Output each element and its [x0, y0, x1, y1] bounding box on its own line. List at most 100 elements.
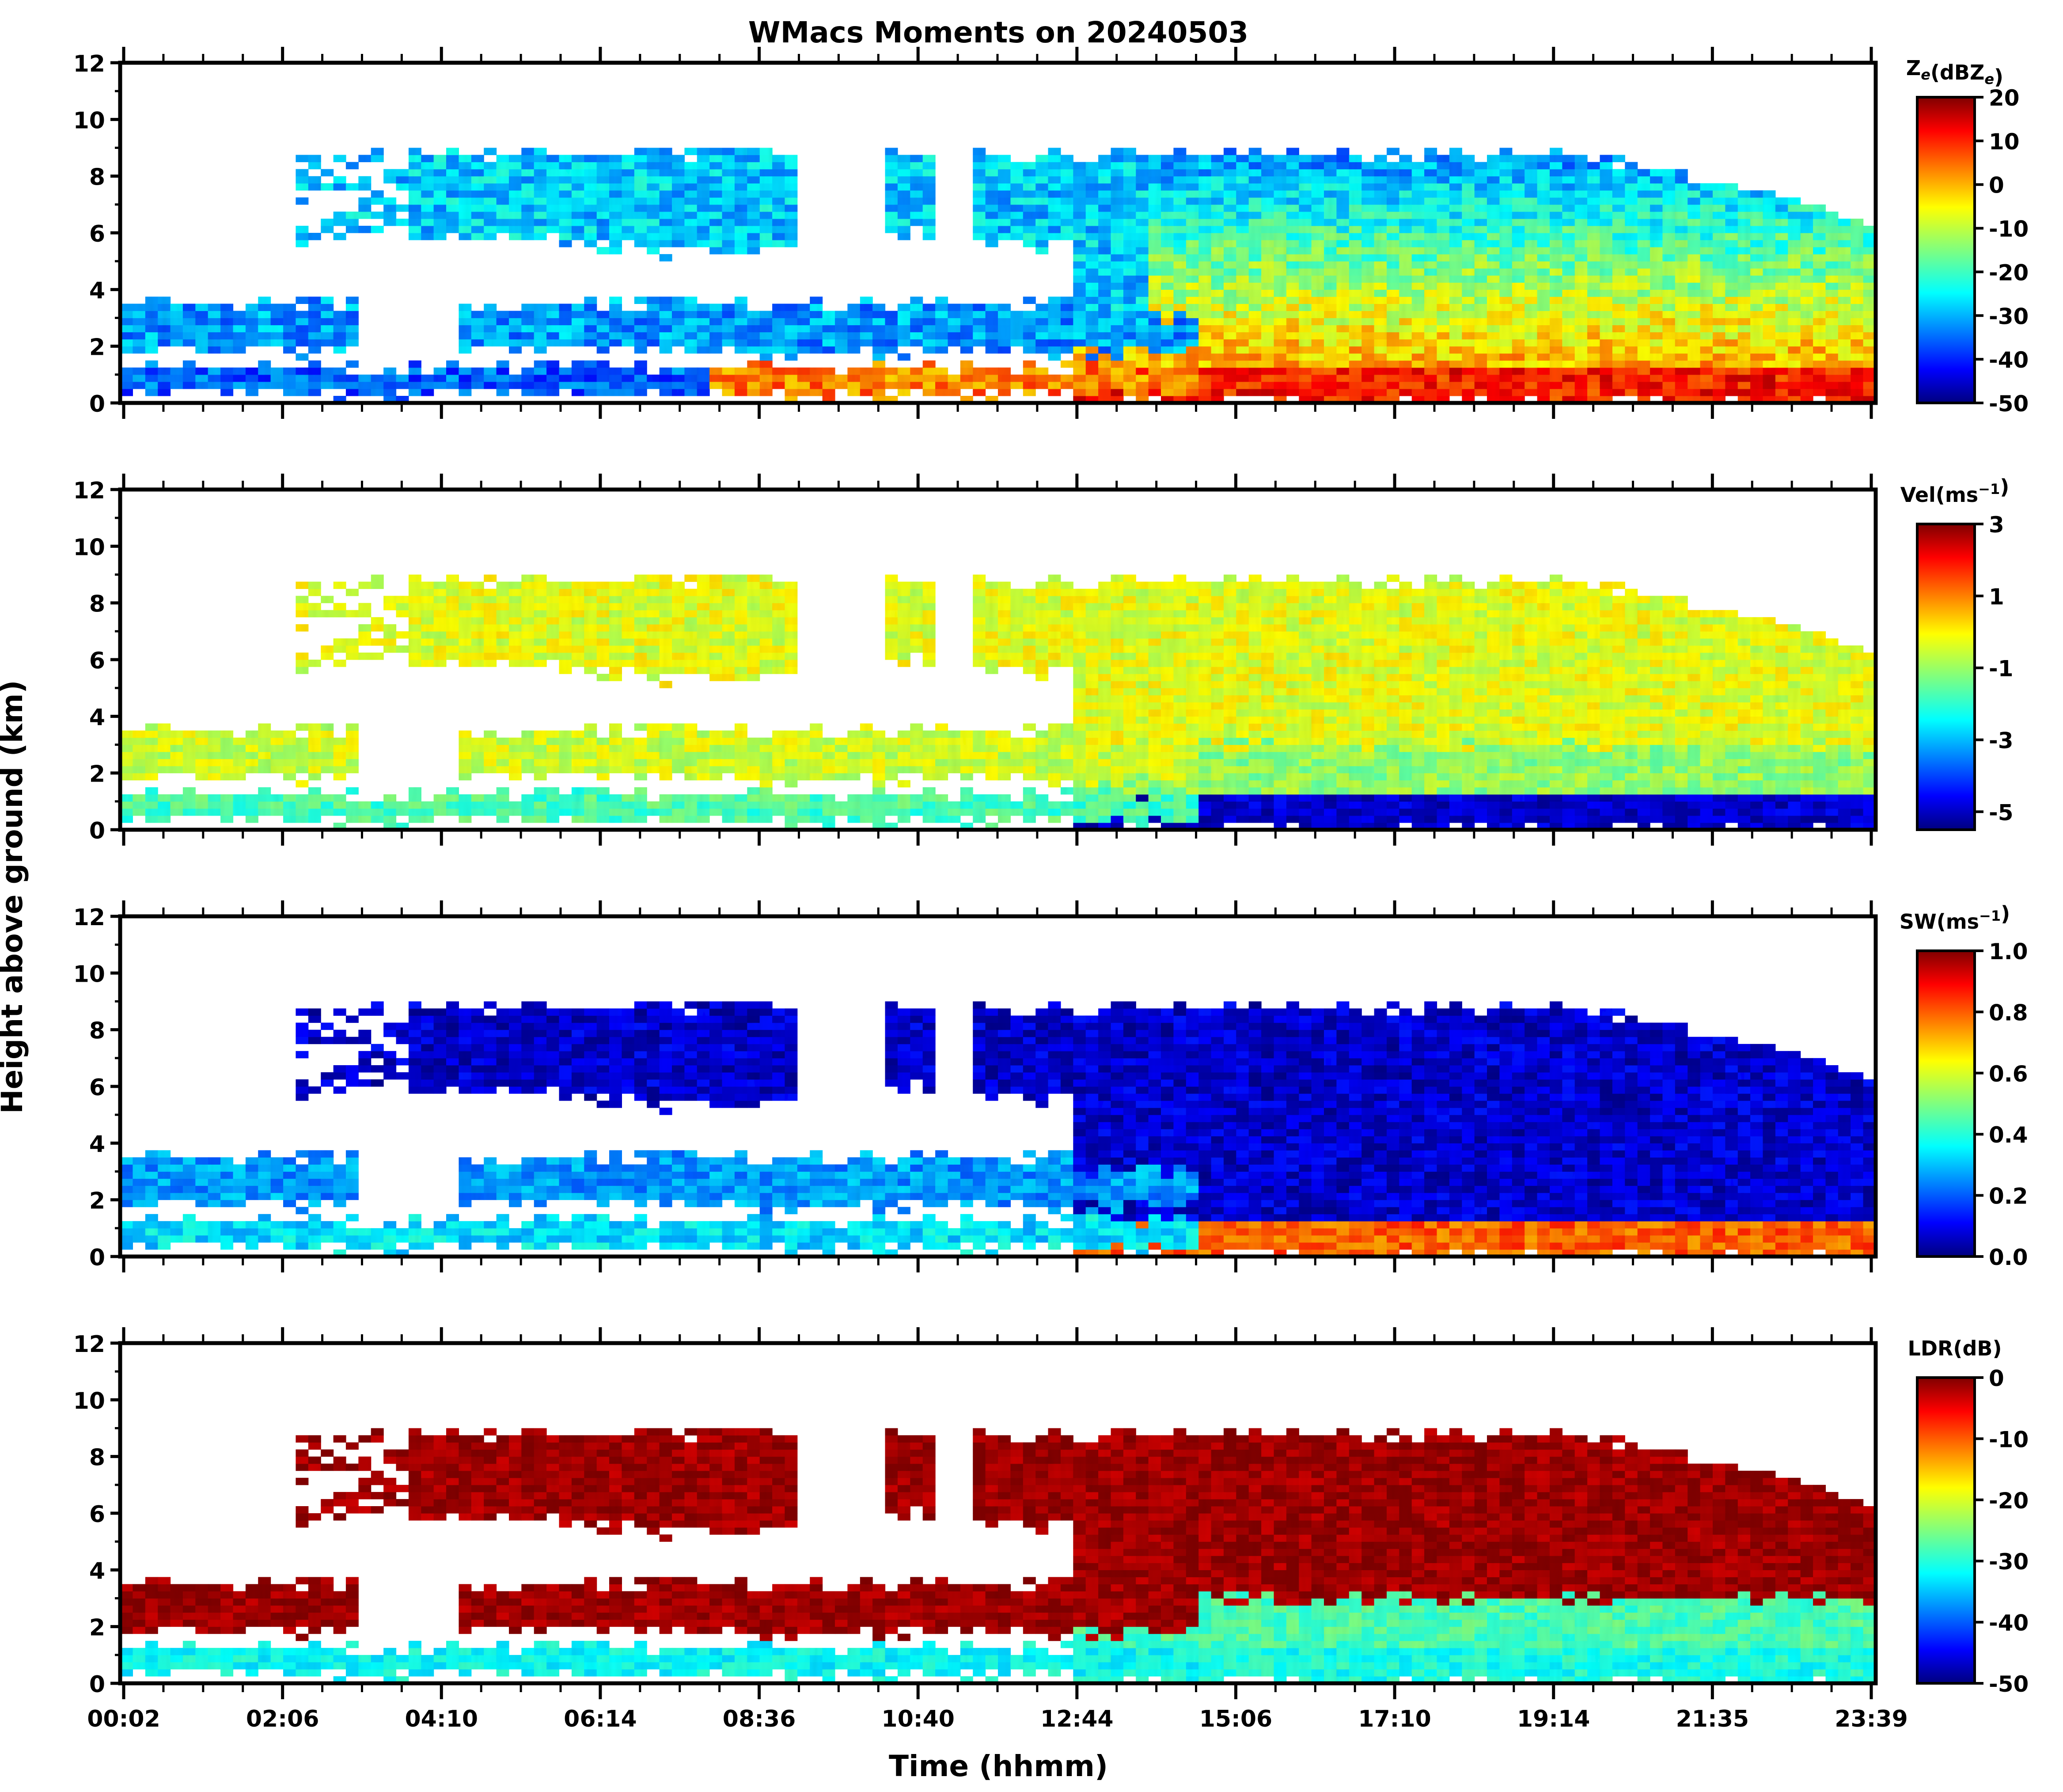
heatmap-cell [1750, 190, 1763, 198]
heatmap-cell [1650, 268, 1663, 276]
heatmap-cell [584, 381, 597, 389]
heatmap-cell [1587, 233, 1600, 240]
heatmap-cell [521, 374, 535, 382]
heatmap-cell [1299, 176, 1312, 184]
heatmap-cell [1713, 183, 1725, 191]
heatmap-cell [296, 766, 309, 774]
heatmap-cell [1186, 296, 1199, 304]
heatmap-cell [747, 794, 760, 802]
heatmap-cell [1173, 318, 1187, 326]
heatmap-cell [922, 808, 936, 816]
heatmap-cell [1311, 233, 1324, 240]
heatmap-cell [1600, 275, 1613, 283]
heatmap-cell [1148, 247, 1161, 254]
heatmap-cell [571, 367, 584, 375]
heatmap-cell [220, 759, 234, 767]
heatmap-cell [308, 325, 321, 333]
heatmap-cell [1236, 374, 1249, 382]
heatmap-cell [509, 325, 522, 333]
heatmap-cell [734, 667, 747, 674]
heatmap-cell [1073, 226, 1086, 233]
heatmap-cell [1462, 190, 1475, 198]
heatmap-cell [296, 311, 309, 319]
heatmap-cell [1537, 282, 1550, 290]
heatmap-cell [998, 218, 1011, 226]
heatmap-cell [922, 360, 936, 368]
heatmap-cell [1286, 240, 1299, 247]
heatmap-cell [1474, 247, 1487, 254]
heatmap-cell [672, 808, 685, 816]
heatmap-cell [948, 374, 961, 382]
heatmap-cell [684, 233, 698, 240]
heatmap-cell [1098, 339, 1111, 347]
heatmap-cell [1499, 360, 1513, 368]
heatmap-cell [1437, 311, 1450, 319]
heatmap-cell [1111, 226, 1124, 233]
heatmap-cell [609, 766, 622, 774]
heatmap-cell [910, 737, 923, 745]
heatmap-cell [647, 667, 660, 674]
heatmap-cell [722, 574, 735, 582]
heatmap-cell [634, 374, 647, 382]
heatmap-cell [734, 318, 747, 326]
heatmap-cell [571, 233, 584, 240]
heatmap-cell [1123, 211, 1136, 219]
heatmap-cell [1361, 304, 1375, 311]
heatmap-cell [1161, 353, 1174, 361]
heatmap-cell [1123, 318, 1136, 326]
heatmap-cell [1487, 218, 1500, 226]
heatmap-cell [672, 801, 685, 809]
heatmap-cell [1136, 289, 1149, 297]
heatmap-cell [496, 374, 509, 382]
heatmap-cell [1073, 282, 1086, 290]
heatmap-cell [697, 815, 710, 823]
heatmap-cell [296, 815, 309, 823]
heatmap-cell [1211, 296, 1224, 304]
heatmap-cell [1248, 268, 1262, 276]
heatmap-cell [308, 183, 321, 191]
heatmap-cell [1123, 204, 1136, 212]
heatmap-cell [1662, 282, 1676, 290]
heatmap-cell [1374, 240, 1387, 247]
heatmap-cell [534, 801, 547, 809]
heatmap-cell [1550, 367, 1562, 375]
heatmap-cell [1073, 211, 1086, 219]
heatmap-cell [659, 794, 672, 802]
heatmap-cell [471, 332, 484, 340]
heatmap-cell [835, 311, 848, 319]
heatmap-cell [609, 204, 622, 212]
heatmap-cell [1023, 759, 1036, 767]
heatmap-cell [759, 233, 773, 240]
heatmap-cell [1336, 148, 1350, 156]
heatmap-cell [1550, 254, 1562, 262]
heatmap-cell [333, 155, 346, 163]
heatmap-cell [433, 638, 447, 646]
heatmap-cell [1361, 218, 1375, 226]
heatmap-cell [584, 211, 597, 219]
heatmap-cell [759, 162, 773, 170]
heatmap-cell [195, 381, 209, 389]
heatmap-cell [747, 374, 760, 382]
heatmap-cell [609, 653, 622, 660]
heatmap-cell [509, 660, 522, 667]
heatmap-cell [296, 339, 309, 347]
heatmap-cell [647, 744, 660, 752]
heatmap-cell [772, 624, 785, 632]
heatmap-cell [1650, 261, 1663, 269]
heatmap-cell [1675, 197, 1688, 205]
heatmap-cell [1437, 353, 1450, 361]
heatmap-cell [1851, 388, 1864, 396]
colorbar-tick-label: -30 [1989, 304, 2029, 329]
heatmap-cell [1123, 197, 1136, 205]
heatmap-cell [822, 332, 835, 340]
heatmap-cell [1587, 197, 1600, 205]
heatmap-cell [1324, 240, 1337, 247]
heatmap-cell [935, 752, 948, 759]
heatmap-cell [1111, 296, 1124, 304]
heatmap-cell [1524, 233, 1538, 240]
heatmap-cell [333, 808, 346, 816]
heatmap-cell [1060, 233, 1073, 240]
heatmap-cell [1550, 155, 1562, 163]
heatmap-cell [1763, 374, 1776, 382]
heatmap-cell [220, 388, 234, 396]
